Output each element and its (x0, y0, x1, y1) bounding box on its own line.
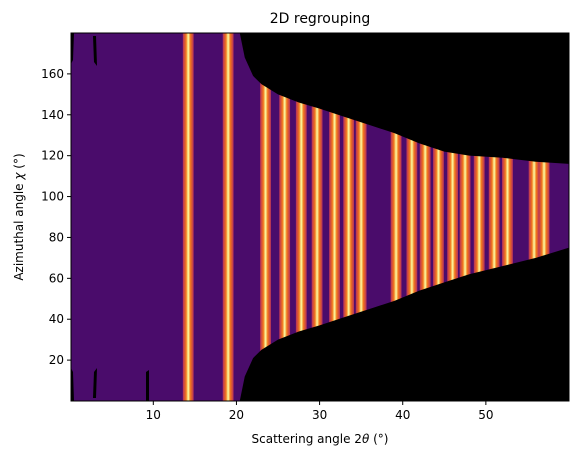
y-tick-label: 20 (49, 353, 64, 367)
x-tick-label: 40 (395, 408, 410, 422)
y-tick-label: 120 (41, 149, 64, 163)
x-tick-label: 30 (312, 408, 327, 422)
diffraction-ring-2 (223, 33, 234, 401)
y-axis-label: Azimuthal angle χ (°) (12, 153, 26, 280)
x-tick-label: 10 (146, 408, 161, 422)
y-axis-ticks: 20 40 60 80 100 120 140 160 (41, 67, 71, 367)
diffraction-ring-1 (183, 33, 194, 401)
x-axis-ticks: 10 20 30 40 50 (146, 401, 494, 422)
y-tick-label: 60 (49, 271, 64, 285)
y-tick-label: 100 (41, 190, 64, 204)
chart-title: 2D regrouping (270, 11, 371, 27)
mask-artefact-5 (146, 370, 149, 401)
x-axis-label: Scattering angle 2θ (°) (252, 432, 389, 446)
x-tick-label: 50 (478, 408, 493, 422)
x-tick-label: 20 (229, 408, 244, 422)
y-tick-label: 40 (49, 312, 64, 326)
y-tick-label: 140 (41, 108, 64, 122)
y-tick-label: 80 (49, 230, 64, 244)
y-tick-label: 160 (41, 67, 64, 81)
